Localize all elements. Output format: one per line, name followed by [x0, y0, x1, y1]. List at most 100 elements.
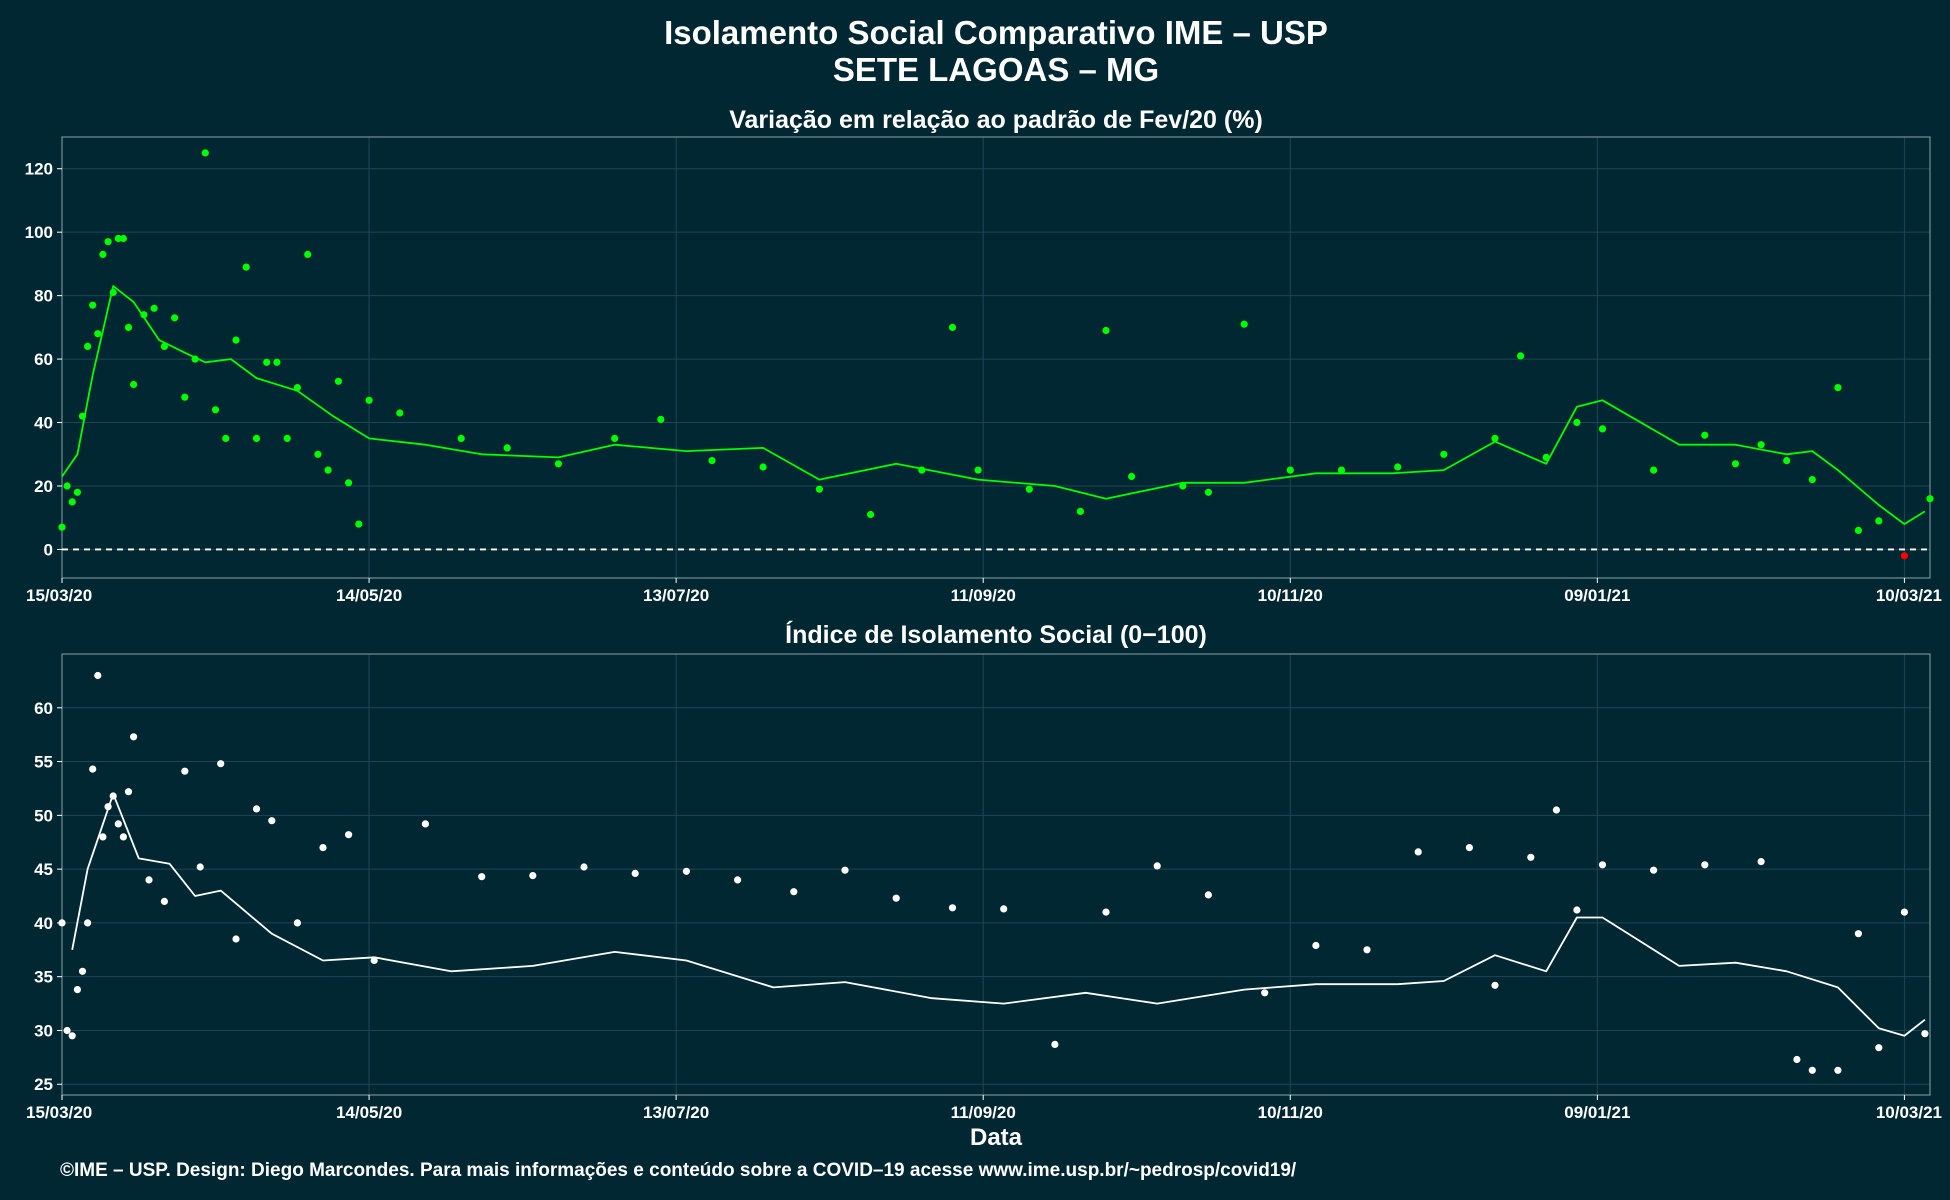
data-point [1465, 844, 1473, 852]
x-tick-label: 11/09/20 [951, 586, 1016, 605]
data-point [1051, 1040, 1059, 1048]
data-point [892, 894, 900, 902]
data-point [1000, 905, 1008, 913]
data-point [130, 733, 138, 741]
data-point [1573, 418, 1581, 427]
data-point [263, 358, 271, 366]
data-point [841, 866, 849, 874]
y-tick-label: 60 [34, 699, 53, 718]
data-point [421, 820, 429, 828]
x-tick-label: 13/07/20 [643, 1103, 709, 1122]
data-point [140, 311, 148, 319]
data-point [94, 330, 102, 338]
data-point [1854, 930, 1862, 938]
data-point [1598, 861, 1607, 869]
data-point [1650, 466, 1658, 474]
data-point [1363, 946, 1371, 954]
data-point [268, 817, 276, 825]
x-tick-label: 09/01/21 [1564, 1103, 1630, 1122]
x-tick-label: 11/09/20 [951, 1103, 1016, 1122]
data-point [370, 956, 378, 965]
data-point [1337, 466, 1346, 474]
data-point [324, 466, 332, 474]
data-point [58, 919, 66, 927]
data-point [554, 460, 563, 468]
data-point [99, 833, 107, 841]
data-point [273, 358, 281, 366]
data-point [1394, 463, 1402, 471]
data-point [68, 498, 76, 506]
data-point [790, 888, 798, 896]
x-tick-label: 10/03/21 [1876, 586, 1942, 605]
data-point [114, 820, 122, 828]
data-point [94, 671, 102, 680]
data-point [478, 873, 486, 881]
data-point [1783, 457, 1791, 465]
data-point [948, 323, 957, 331]
data-point [171, 314, 179, 322]
data-point [1312, 941, 1320, 950]
y-tick-label: 0 [44, 540, 53, 559]
panel-frame [61, 653, 1931, 1096]
data-point [160, 342, 168, 350]
data-point [1414, 848, 1422, 856]
data-point [252, 805, 261, 813]
data-point [1517, 352, 1525, 360]
x-tick-label: 14/05/20 [336, 1103, 402, 1122]
data-point [1808, 476, 1816, 484]
data-point [1527, 853, 1535, 861]
y-tick-label: 30 [34, 1021, 53, 1040]
data-point [84, 919, 92, 927]
y-tick-label: 80 [34, 287, 53, 306]
x-tick-label: 13/07/20 [643, 586, 709, 605]
data-point [124, 788, 133, 796]
y-tick-label: 40 [34, 914, 53, 933]
data-point [1834, 384, 1842, 392]
data-point [304, 250, 312, 258]
data-point [759, 463, 767, 471]
data-point [1900, 552, 1908, 560]
top-panel-plot: 0 20 40 60 80 100 120 15/03/20 14/05/20 13/07/20 1… [25, 136, 1942, 605]
data-point [1491, 981, 1499, 989]
moving-average-line [71, 792, 1926, 1037]
data-point [657, 415, 665, 423]
data-point [73, 488, 81, 496]
y-tick-label: 60 [34, 350, 53, 369]
data-point [1179, 482, 1187, 490]
data-point [529, 872, 537, 880]
data-point [99, 250, 107, 258]
data-point [1926, 495, 1934, 503]
data-point [345, 479, 353, 487]
y-tick-label: 45 [34, 860, 53, 879]
y-tick-label: 25 [34, 1075, 53, 1094]
data-point [1573, 906, 1581, 914]
data-point [89, 301, 97, 309]
data-point [1025, 485, 1033, 493]
data-point [58, 523, 66, 531]
y-tick-label: 120 [25, 160, 53, 179]
data-point [201, 149, 209, 157]
data-point [1875, 1044, 1883, 1052]
data-point [89, 765, 97, 773]
moving-average-line [61, 285, 1926, 525]
data-point [1552, 806, 1560, 814]
data-point [181, 393, 189, 401]
data-point [1875, 517, 1883, 525]
data-point [252, 434, 261, 442]
data-point [334, 377, 342, 385]
data-point [114, 234, 122, 243]
data-point [1793, 1055, 1801, 1064]
data-point [145, 876, 153, 884]
data-point [63, 482, 71, 490]
top-panel-title: Variação em relação ao padrão de Fev/20 … [729, 106, 1263, 134]
data-point [1731, 460, 1740, 468]
data-point [396, 409, 404, 417]
data-point [211, 406, 220, 414]
main-title: Isolamento Social Comparativo IME – USP [664, 14, 1328, 51]
data-point [1757, 441, 1765, 449]
data-point [708, 457, 716, 465]
data-point [1128, 472, 1136, 481]
data-point [160, 897, 168, 906]
x-tick-label: 10/11/20 [1258, 586, 1323, 605]
